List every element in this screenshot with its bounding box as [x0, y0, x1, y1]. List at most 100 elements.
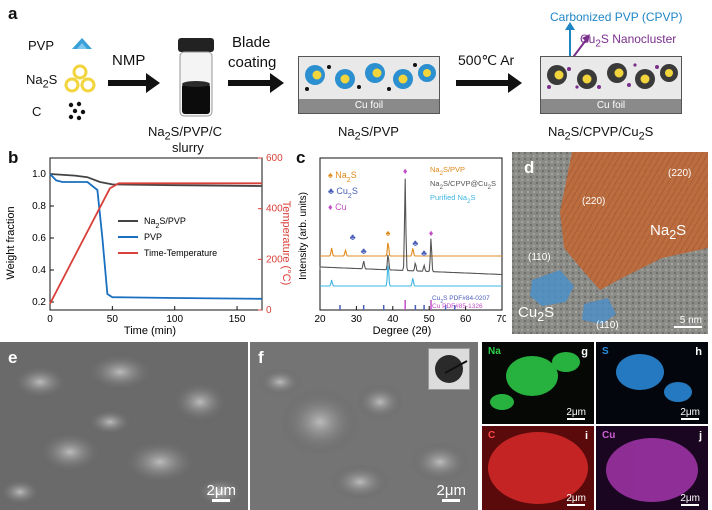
xrd-xtick-label-2: 40 [387, 314, 399, 325]
cpvp-annotation: Carbonized PVP (CPVP) [550, 10, 683, 24]
legend-c-label: C [32, 104, 42, 119]
tga-xtick-label-0: 0 [47, 314, 53, 325]
eds-label-s: S [602, 346, 609, 357]
pvp-icon [70, 36, 94, 57]
tem-spacing-220-mid: (220) [582, 196, 606, 207]
tga-ytick-label-0: 0.2 [32, 297, 46, 308]
step-blade-label: Blade [232, 34, 271, 51]
arrow-3 [456, 80, 510, 86]
tga-legend-temp: Time-Temperature [144, 248, 217, 258]
xrd-peak-marker-6: ♣ [421, 248, 427, 258]
xrd-peak-marker-1: ♦ [403, 166, 408, 176]
xrd-xtick-label-3: 50 [424, 314, 436, 325]
tga-ytick-label-4: 1.0 [32, 169, 46, 180]
tga-ytick-label-1: 0.4 [32, 265, 46, 276]
film2-caption: Na2S/CPVP/Cu2S [548, 124, 654, 143]
eds-map-na-signal [490, 352, 580, 410]
eds-map-s-signal [616, 354, 692, 402]
eds-map-c: C i 2μm [482, 426, 594, 510]
tga-series-2 [49, 182, 262, 305]
arrow-2 [228, 80, 272, 86]
panel-label-b: b [8, 148, 19, 167]
eds-map-na: Na g 2μm [482, 342, 594, 424]
xrd-peak-marker-4: ♣ [412, 238, 418, 248]
eds-na-scale-text: 2μm [566, 407, 586, 418]
film-na2s-pvp-particles [305, 63, 436, 91]
xrd-legend-na2s: ♠ Na2S [328, 170, 357, 184]
sem-f-scale-text: 2μm [436, 482, 466, 499]
tga-chart: Weight fraction Temperature (°C) Time (m… [5, 153, 292, 337]
step-coating-label: coating [228, 54, 277, 71]
xrd-peak-marker-3: ♣ [361, 246, 367, 256]
tga-xtick-label-2: 100 [166, 314, 183, 325]
xrd-xtick-label-0: 20 [314, 314, 326, 325]
sem-e-scale-text: 2μm [206, 482, 236, 499]
tem-spacing-110-b: (110) [596, 320, 619, 331]
arrow-1-head [146, 73, 160, 93]
eds-s-scale: 2μm [680, 407, 700, 420]
film-na2s-pvp: Cu foil [298, 56, 440, 114]
xrd-series-0 [320, 242, 502, 257]
xrd-xlabel: Degree (2θ) [373, 325, 432, 337]
xrd-frame [319, 157, 503, 311]
xrd-ylabel: Intensity (arb. units) [298, 192, 309, 280]
sem-image-e: e 2μm [0, 342, 248, 510]
xrd-ref-cu2s-label: Cu2S PDF#84-0207 [432, 295, 490, 305]
tem-spacing-220-top: (220) [668, 168, 692, 179]
panel-label-c: c [296, 148, 306, 167]
xrd-chart: Intensity (arb. units) Degree (2θ) 20 30 4… [298, 157, 506, 337]
eds-map-cu-signal [606, 438, 698, 502]
film1-caption: Na2S/PVP [338, 124, 399, 143]
eds-map-cu: Cu j 2μm [596, 426, 708, 510]
film-na2s-cpvp-cu2s: Cu foil [540, 56, 682, 114]
na2s-particle-icon [64, 64, 96, 99]
sem-e-scale-bar: 2μm [207, 482, 236, 502]
foil-label-1: Cu foil [299, 99, 439, 113]
tem-spacing-110-a: (110) [528, 252, 551, 263]
xrd-peak-marker-0: ♠ [386, 228, 391, 238]
xrd-xtick-label-1: 30 [351, 314, 363, 325]
xrd-legend-cpvp: Na2S/CPVP@Cu2S [430, 179, 496, 191]
panel-label-i: i [584, 430, 588, 442]
xrd-legend-purified: Purified Na2S [430, 193, 475, 205]
legend-na2s-label: Na2S [26, 72, 58, 91]
electrode-photo-inset [428, 348, 470, 390]
tem-na2s-label: Na2S [650, 222, 687, 242]
carbon-particle-icon [66, 100, 88, 127]
tga-ylabel-left: Weight fraction [5, 206, 17, 279]
xrd-xtick-label-5: 70 [496, 314, 506, 325]
panel-label-j: j [698, 430, 702, 442]
arrow-1 [108, 80, 148, 86]
eds-na-scale: 2μm [566, 407, 586, 420]
arrow-2-head [270, 73, 284, 93]
tga-y2tick-label-1: 200 [266, 254, 283, 265]
tga-xtick-label-1: 50 [107, 314, 119, 325]
xrd-ref-cu-label: Cu PDF#85-1326 [432, 303, 483, 310]
tga-y2tick-label-0: 0 [266, 305, 272, 316]
tem-scale-bar: 5 nm [674, 315, 702, 328]
tga-frame [49, 157, 263, 311]
eds-label-cu: Cu [602, 430, 616, 441]
panel-label-g: g [581, 346, 588, 358]
xrd-series-1 [319, 178, 502, 276]
tga-ytick-label-3: 0.8 [32, 201, 46, 212]
tga-series-0 [49, 173, 263, 187]
tem-image: d (220) (220) Na2S (110) (110) Cu2S 5 nm [512, 152, 708, 334]
tem-cu2s-label: Cu2S [518, 304, 555, 324]
eds-s-scale-text: 2μm [680, 407, 700, 418]
slurry-vial-icon [172, 36, 220, 125]
sem-e-texture [0, 342, 248, 510]
tga-xlabel: Time (min) [124, 325, 176, 337]
tem-scale-text: 5 nm [679, 315, 702, 326]
eds-c-scale-text: 2μm [566, 493, 586, 504]
tga-y2tick-label-2: 400 [266, 204, 283, 215]
tga-legend-na2s-pvp: Na2S/PVP [144, 216, 186, 230]
eds-cu-scale-text: 2μm [680, 493, 700, 504]
slurry-caption-2: slurry [172, 140, 204, 155]
tem-texture [512, 152, 708, 334]
xrd-legend-cu: ♦ Cu [328, 202, 347, 212]
tga-series-1 [49, 173, 263, 300]
tga-xtick-label-3: 150 [229, 314, 246, 325]
xrd-peak-marker-5: ♣ [350, 232, 356, 242]
foil-label-2: Cu foil [541, 99, 681, 113]
